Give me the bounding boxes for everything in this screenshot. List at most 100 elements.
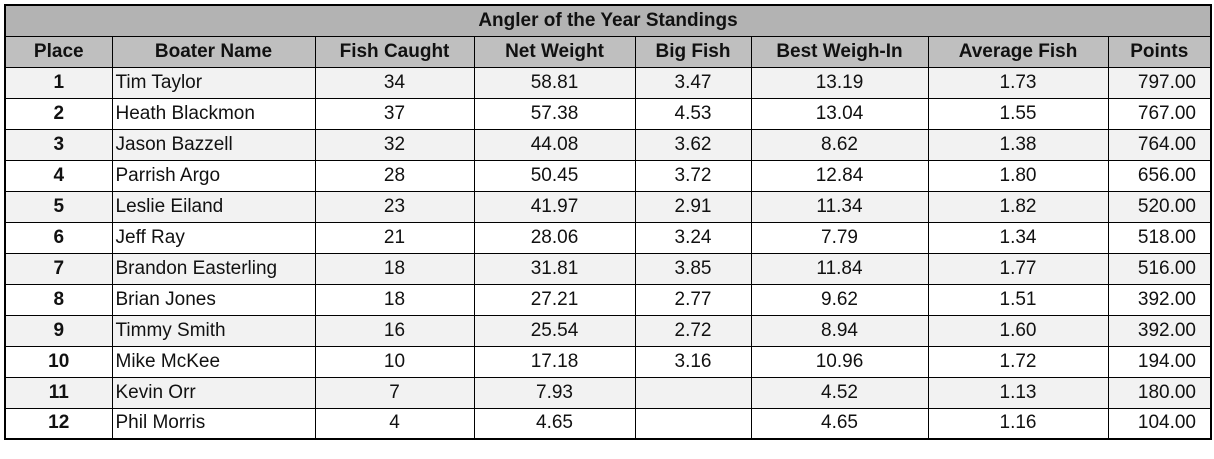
table-cell: 3.16: [634, 345, 752, 378]
table-cell: 3.62: [634, 128, 752, 161]
table-cell: 5: [4, 190, 113, 223]
table-row: 7 Brandon Easterling 18 31.81 3.85 11.84 1.77 5…: [4, 252, 1212, 285]
table-cell: Parrish Argo: [111, 159, 316, 192]
table-cell: 25.54: [473, 314, 636, 347]
table-cell: 58.81: [473, 66, 636, 99]
table-cell: 44.08: [473, 128, 636, 161]
column-header: Points: [1107, 35, 1212, 68]
table-cell: 23: [314, 190, 475, 223]
table-row: 4 Parrish Argo 28 50.45 3.72 12.84 1.80 656.00: [4, 159, 1212, 192]
table-cell: 8: [4, 283, 113, 316]
table-cell: 1.38: [927, 128, 1109, 161]
table-cell: 16: [314, 314, 475, 347]
table-row: 9 Timmy Smith 16 25.54 2.72 8.94 1.60 392.00: [4, 314, 1212, 347]
table-row: 10 Mike McKee 10 17.18 3.16 10.96 1.72 194.00: [4, 345, 1212, 378]
column-header: Net Weight: [473, 35, 636, 68]
table-cell: 18: [314, 283, 475, 316]
table-cell: 37: [314, 97, 475, 130]
table-cell: 767.00: [1107, 97, 1212, 130]
table-cell: 2.72: [634, 314, 752, 347]
table-cell: 764.00: [1107, 128, 1212, 161]
table-cell: 21: [314, 221, 475, 254]
table-cell: 194.00: [1107, 345, 1212, 378]
table-cell: 516.00: [1107, 252, 1212, 285]
table-cell: 1.60: [927, 314, 1109, 347]
table-cell: 13.04: [750, 97, 929, 130]
table-cell: 8.94: [750, 314, 929, 347]
column-header: Boater Name: [111, 35, 316, 68]
table-cell: Mike McKee: [111, 345, 316, 378]
table-cell: 1.80: [927, 159, 1109, 192]
table-cell: Leslie Eiland: [111, 190, 316, 223]
column-header: Best Weigh-In: [750, 35, 929, 68]
table-cell: 4.65: [750, 407, 929, 440]
table-cell: Heath Blackmon: [111, 97, 316, 130]
title-row: Angler of the Year Standings: [4, 4, 1212, 37]
table-cell: 2: [4, 97, 113, 130]
column-header: Fish Caught: [314, 35, 475, 68]
table-cell: 2.91: [634, 190, 752, 223]
table-cell: 7: [4, 252, 113, 285]
table-cell: 27.21: [473, 283, 636, 316]
table-cell: 4.53: [634, 97, 752, 130]
table-cell: 17.18: [473, 345, 636, 378]
table-cell: Jeff Ray: [111, 221, 316, 254]
table-cell: 12: [4, 407, 113, 440]
table-cell: Brian Jones: [111, 283, 316, 316]
table-cell: 13.19: [750, 66, 929, 99]
table-cell: 392.00: [1107, 314, 1212, 347]
table-cell: 11.84: [750, 252, 929, 285]
table-cell: Brandon Easterling: [111, 252, 316, 285]
table-cell: 1.13: [927, 376, 1109, 409]
table-cell: 10: [314, 345, 475, 378]
table-cell: 1.77: [927, 252, 1109, 285]
table-cell: 8.62: [750, 128, 929, 161]
table-row: 1 Tim Taylor 34 58.81 3.47 13.19 1.73 797.00: [4, 66, 1212, 99]
table-cell: 4: [314, 407, 475, 440]
table-cell: 57.38: [473, 97, 636, 130]
table-cell: 7.79: [750, 221, 929, 254]
table-cell: 10.96: [750, 345, 929, 378]
table-cell: 1.51: [927, 283, 1109, 316]
column-header: Place: [4, 35, 113, 68]
table-body: 1 Tim Taylor 34 58.81 3.47 13.19 1.73 797.00 2 He…: [4, 66, 1212, 440]
table-cell: 1.73: [927, 66, 1109, 99]
table-cell: 9: [4, 314, 113, 347]
table-cell: 1.82: [927, 190, 1109, 223]
table-cell: 7: [314, 376, 475, 409]
table-cell: 4.52: [750, 376, 929, 409]
table-cell: 104.00: [1107, 407, 1212, 440]
table-cell: Kevin Orr: [111, 376, 316, 409]
table-cell: Jason Bazzell: [111, 128, 316, 161]
table-cell: 18: [314, 252, 475, 285]
table-cell: 2.77: [634, 283, 752, 316]
table-row: 2 Heath Blackmon 37 57.38 4.53 13.04 1.55 767.0…: [4, 97, 1212, 130]
table-row: 3 Jason Bazzell 32 44.08 3.62 8.62 1.38 764.00: [4, 128, 1212, 161]
table-cell: 32: [314, 128, 475, 161]
table-cell: 11: [4, 376, 113, 409]
table-cell: 11.34: [750, 190, 929, 223]
table-cell: [634, 407, 752, 440]
table-cell: 656.00: [1107, 159, 1212, 192]
table-cell: 520.00: [1107, 190, 1212, 223]
table-row: 8 Brian Jones 18 27.21 2.77 9.62 1.51 392.00: [4, 283, 1212, 316]
table-cell: 392.00: [1107, 283, 1212, 316]
table-cell: 3: [4, 128, 113, 161]
table-cell: 518.00: [1107, 221, 1212, 254]
table-cell: Tim Taylor: [111, 66, 316, 99]
table-cell: 3.72: [634, 159, 752, 192]
table-cell: 10: [4, 345, 113, 378]
table-cell: 1.34: [927, 221, 1109, 254]
table-row: 6 Jeff Ray 21 28.06 3.24 7.79 1.34 518.00: [4, 221, 1212, 254]
table-row: 5 Leslie Eiland 23 41.97 2.91 11.34 1.82 520.00: [4, 190, 1212, 223]
standings-table: Angler of the Year Standings Place Boater…: [4, 4, 1212, 440]
table-cell: 1.16: [927, 407, 1109, 440]
table-cell: Timmy Smith: [111, 314, 316, 347]
table-cell: 1.72: [927, 345, 1109, 378]
table-cell: 28.06: [473, 221, 636, 254]
table-row: 11 Kevin Orr 7 7.93 4.52 1.13 180.00: [4, 376, 1212, 409]
table-cell: [634, 376, 752, 409]
table-cell: 41.97: [473, 190, 636, 223]
table-cell: 3.85: [634, 252, 752, 285]
